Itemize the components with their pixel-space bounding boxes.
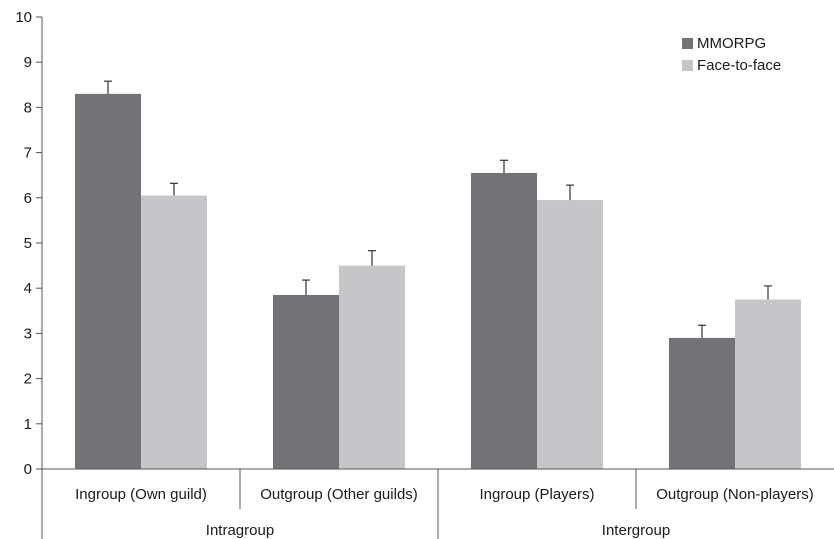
y-tick-label: 7 bbox=[24, 145, 32, 162]
bar-mmorpg-0 bbox=[75, 93, 141, 469]
bar-mmorpg-1 bbox=[273, 294, 339, 469]
category-label: Outgroup (Non-players) bbox=[656, 486, 814, 503]
bars bbox=[75, 80, 801, 470]
bar-mmorpg-2 bbox=[471, 172, 537, 469]
y-tick-label: 10 bbox=[15, 9, 32, 26]
group-label: Intergroup bbox=[602, 522, 670, 539]
group-label: Intragroup bbox=[206, 522, 274, 539]
legend-swatch bbox=[682, 60, 693, 71]
y-tick-label: 6 bbox=[24, 190, 32, 207]
legend-label: Face-to-face bbox=[697, 57, 781, 74]
bar-face-to-face-1 bbox=[339, 265, 405, 469]
bar-face-to-face-3 bbox=[735, 299, 801, 469]
y-tick-label: 1 bbox=[24, 416, 32, 433]
y-tick-label: 3 bbox=[24, 325, 32, 342]
y-axis: 0 1 2 3 4 5 6 7 8 9 10 bbox=[15, 9, 43, 478]
y-tick-label: 8 bbox=[24, 99, 32, 116]
category-label: Ingroup (Players) bbox=[479, 486, 594, 503]
legend: MMORPG Face-to-face bbox=[682, 35, 781, 74]
category-label: Ingroup (Own guild) bbox=[75, 486, 207, 503]
y-tick-label: 0 bbox=[24, 461, 32, 478]
x-axis: Ingroup (Own guild) Outgroup (Other guild… bbox=[41, 468, 834, 539]
bar-mmorpg-3 bbox=[669, 337, 735, 469]
y-tick-label: 2 bbox=[24, 371, 32, 388]
y-tick-label: 9 bbox=[24, 54, 32, 71]
y-tick-label: 4 bbox=[24, 280, 32, 297]
bar-face-to-face-0 bbox=[141, 195, 207, 470]
category-label: Outgroup (Other guilds) bbox=[260, 486, 418, 503]
legend-swatch bbox=[682, 38, 693, 49]
y-tick-label: 5 bbox=[24, 235, 32, 252]
bar-face-to-face-2 bbox=[537, 200, 603, 469]
legend-label: MMORPG bbox=[697, 35, 766, 52]
